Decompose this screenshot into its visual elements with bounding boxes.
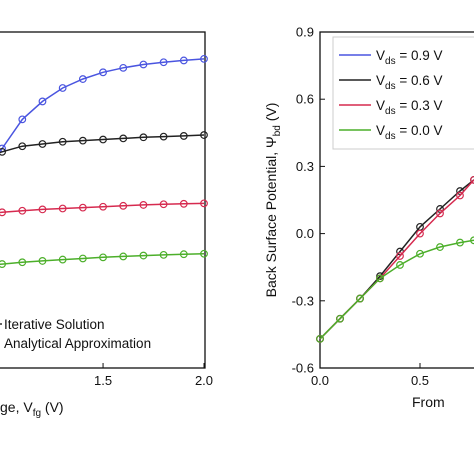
data-point-0-3-7 [119, 252, 128, 261]
data-point-0-0-3 [38, 97, 47, 106]
series-line-0-3 [0, 253, 205, 266]
data-point-0-2-8 [139, 201, 148, 209]
y-tick-label: 0.3 [296, 159, 314, 174]
left-series-group [0, 54, 208, 268]
data-point-1-2-3 [376, 274, 384, 283]
legend-label-vds-0: Vds = 0.9 V [376, 48, 443, 67]
data-point-0-1-11 [200, 131, 208, 139]
data-point-0-3-2 [18, 258, 27, 267]
left-x-axis-title: ge, Vfg (V) [0, 399, 64, 419]
data-point-0-3-4 [58, 255, 67, 264]
right-plot-frame [319, 31, 474, 369]
data-point-0-1-7 [119, 134, 128, 143]
left-legend: Iterative Solution Analytical Approximat… [0, 317, 151, 351]
data-point-0-0-10 [179, 56, 188, 65]
data-point-1-1-4 [396, 252, 404, 260]
right-legend: Vds = 0.9 V Vds = 0.6 V Vds = 0.3 V Vds = 0… [332, 36, 474, 150]
right-series-group [316, 175, 474, 343]
data-point-0-0-2 [18, 115, 27, 124]
data-point-0-0-5 [78, 75, 87, 83]
data-point-0-0-7 [119, 63, 128, 72]
x-tick-label: 0.5 [411, 373, 429, 388]
data-point-0-2-5 [78, 203, 87, 212]
legend-label-vds-3: Vds = 0.0 V [376, 123, 443, 142]
data-point-1-0-6 [436, 205, 444, 213]
data-point-0-1-4 [58, 137, 67, 146]
data-point-0-3-1 [0, 260, 6, 268]
data-point-0-2-2 [18, 206, 27, 215]
data-point-1-2-6 [436, 243, 444, 251]
right-x-ticks: 0.0 0.5 [311, 363, 429, 388]
data-point-0-2-4 [58, 204, 67, 213]
y-tick-label: -0.6 [292, 361, 314, 376]
data-point-0-1-3 [38, 140, 47, 148]
y-tick-label: -0.3 [292, 293, 314, 308]
y-tick-label: 0.0 [296, 226, 314, 241]
data-point-0-0-4 [58, 84, 67, 92]
data-point-0-3-5 [78, 254, 87, 263]
y-tick-label: 0.9 [296, 25, 314, 40]
left-chart: 1.5 2.0 Iterative Solution Analytical App… [0, 31, 213, 419]
data-point-0-3-10 [179, 250, 188, 259]
data-point-1-2-7 [456, 238, 464, 247]
data-point-0-2-1 [0, 208, 6, 217]
data-point-0-1-8 [139, 133, 148, 142]
data-point-1-2-0 [316, 334, 324, 343]
right-chart: 0.0 0.5 0.90.60.30.0-0.3-0.6 Vds = 0.9 VV… [263, 25, 474, 410]
data-point-0-1-1 [0, 147, 6, 156]
series-line-1-2 [319, 239, 474, 340]
right-y-axis-title: Back Surface Potential, Ψbd (V) [263, 103, 283, 298]
x-tick-label: 1.5 [94, 373, 112, 388]
legend-label-vds-2: Vds = 0.3 V [376, 98, 443, 117]
data-point-1-2-4 [396, 261, 404, 269]
data-point-0-2-10 [179, 199, 188, 208]
data-point-1-1-5 [416, 229, 424, 238]
data-point-1-1-8 [470, 175, 474, 184]
data-point-0-3-6 [99, 253, 107, 262]
legend-label-analytical: Analytical Approximation [4, 336, 151, 351]
data-point-0-0-11 [200, 54, 208, 63]
legend-label-iterative: Iterative Solution [4, 317, 105, 332]
data-point-0-1-10 [179, 132, 188, 140]
data-point-0-0-6 [99, 68, 107, 77]
data-point-1-1-6 [436, 209, 444, 218]
x-tick-label: 0.0 [311, 373, 329, 388]
data-point-1-2-8 [470, 236, 474, 245]
data-point-0-3-3 [38, 257, 47, 265]
data-point-0-3-11 [200, 249, 208, 258]
data-point-0-2-3 [38, 205, 47, 214]
data-point-1-2-2 [356, 294, 364, 303]
data-point-0-2-7 [119, 201, 128, 210]
data-point-1-2-1 [336, 314, 344, 323]
x-tick-label: 2.0 [195, 373, 213, 388]
right-x-axis-title: From [412, 394, 445, 410]
data-point-0-2-11 [200, 199, 208, 208]
y-tick-label: 0.6 [296, 92, 314, 107]
data-point-0-2-6 [99, 202, 107, 211]
series-line-0-1 [0, 134, 205, 154]
right-y-ticks: 0.9 0.6 0.3 0.0 -0.3 -0.6 [292, 25, 325, 376]
left-x-ticks: 1.5 2.0 [94, 363, 213, 388]
data-point-0-0-9 [159, 58, 168, 67]
series-line-0-2 [0, 202, 205, 214]
data-point-0-3-9 [159, 250, 168, 259]
data-point-1-2-5 [416, 249, 424, 258]
data-point-0-2-9 [159, 200, 168, 209]
data-point-0-1-9 [159, 132, 168, 141]
data-point-0-1-5 [78, 136, 87, 145]
data-point-0-0-8 [139, 60, 148, 69]
legend-label-vds-1: Vds = 0.6 V [376, 73, 443, 92]
data-point-0-1-2 [18, 142, 27, 151]
data-point-0-3-8 [139, 251, 148, 260]
data-point-1-1-7 [456, 191, 464, 200]
data-point-0-1-6 [99, 135, 107, 144]
